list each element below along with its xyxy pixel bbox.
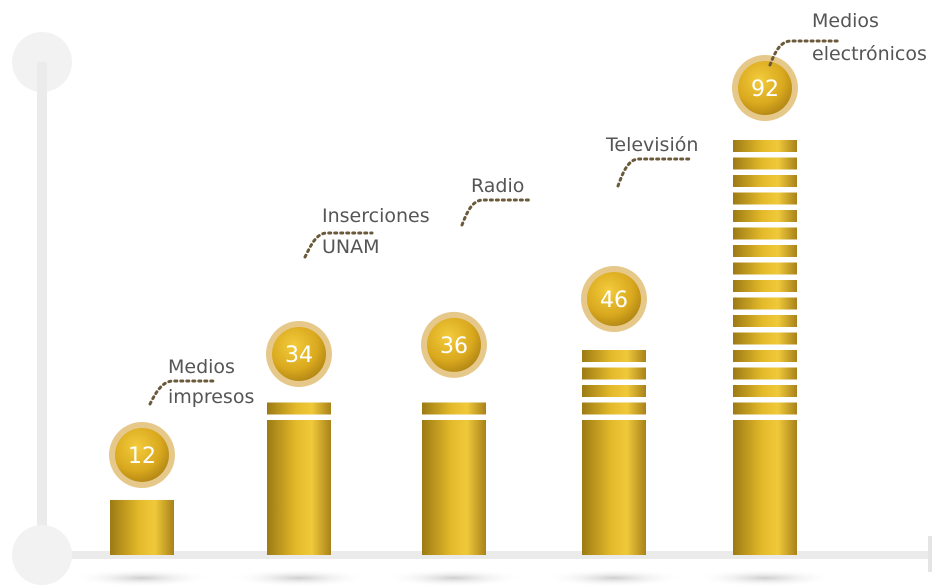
category-label: electrónicos xyxy=(812,43,927,65)
data-label: 46 xyxy=(600,288,628,313)
coin-face xyxy=(272,327,326,382)
bar-stripe xyxy=(582,402,646,415)
bar-shadow xyxy=(229,569,369,587)
bar-stripe xyxy=(733,367,797,380)
data-label: 92 xyxy=(751,77,779,102)
bar-stripe xyxy=(582,385,646,397)
category-label: Medios xyxy=(168,356,235,378)
bar-shadow xyxy=(695,569,835,587)
bar-stripe xyxy=(733,385,797,397)
bars-layer: 12 Medios impresos 34 Inserciones UNAM 36 Radio… xyxy=(72,10,927,587)
y-axis xyxy=(37,62,47,558)
bar-solid xyxy=(733,420,797,555)
leader-line xyxy=(616,157,692,188)
axis-origin-knob xyxy=(12,525,72,585)
bar-4 xyxy=(733,140,797,555)
coin-face xyxy=(587,272,641,326)
bar-stripe xyxy=(733,280,797,292)
coin-face xyxy=(427,317,481,372)
data-label: 36 xyxy=(440,334,468,359)
category-label: UNAM xyxy=(322,236,380,258)
bar-stripe xyxy=(733,192,797,205)
coin-face xyxy=(115,427,169,482)
category-label: Radio xyxy=(471,175,524,197)
bar-stripe xyxy=(733,315,797,327)
category-label: Televisión xyxy=(605,134,698,156)
leader-line xyxy=(768,39,840,67)
x-axis-end xyxy=(928,536,932,572)
bar-stripe xyxy=(733,350,797,362)
bar-3 xyxy=(582,350,646,555)
bar-stripe xyxy=(733,210,797,222)
bar-stripe xyxy=(733,245,797,257)
bar-shadow xyxy=(72,569,212,587)
category-label: Inserciones xyxy=(322,205,430,227)
data-label: 34 xyxy=(285,343,313,368)
leader-line xyxy=(148,379,218,406)
bar-shadow xyxy=(384,569,524,587)
bar-solid xyxy=(267,420,331,555)
bar-stripe xyxy=(733,297,797,310)
bar-stripe xyxy=(733,157,797,170)
bar-solid xyxy=(582,420,646,555)
bar-stripe xyxy=(582,350,646,362)
bar-stripe xyxy=(733,227,797,240)
bar-stripe xyxy=(733,175,797,187)
leader-line xyxy=(303,231,374,259)
bar-0 xyxy=(110,499,174,555)
data-label: 12 xyxy=(128,444,156,469)
bar-solid xyxy=(422,420,486,555)
bar-stripe xyxy=(267,402,331,415)
leader-line xyxy=(460,198,533,227)
bar-2 xyxy=(422,402,486,555)
bar-stripe xyxy=(582,367,646,380)
bar-stripe xyxy=(733,262,797,275)
x-axis xyxy=(42,551,932,559)
category-label: impresos xyxy=(168,386,254,408)
bar-1 xyxy=(267,402,331,555)
bar-stripe xyxy=(422,402,486,415)
bar-stripe xyxy=(733,402,797,415)
bar-solid xyxy=(110,499,174,555)
bar-stripe xyxy=(733,332,797,345)
bar-stripe xyxy=(733,140,797,152)
bar-shadow xyxy=(544,569,684,587)
coin-face xyxy=(738,61,792,115)
category-label: Medios xyxy=(812,10,879,32)
